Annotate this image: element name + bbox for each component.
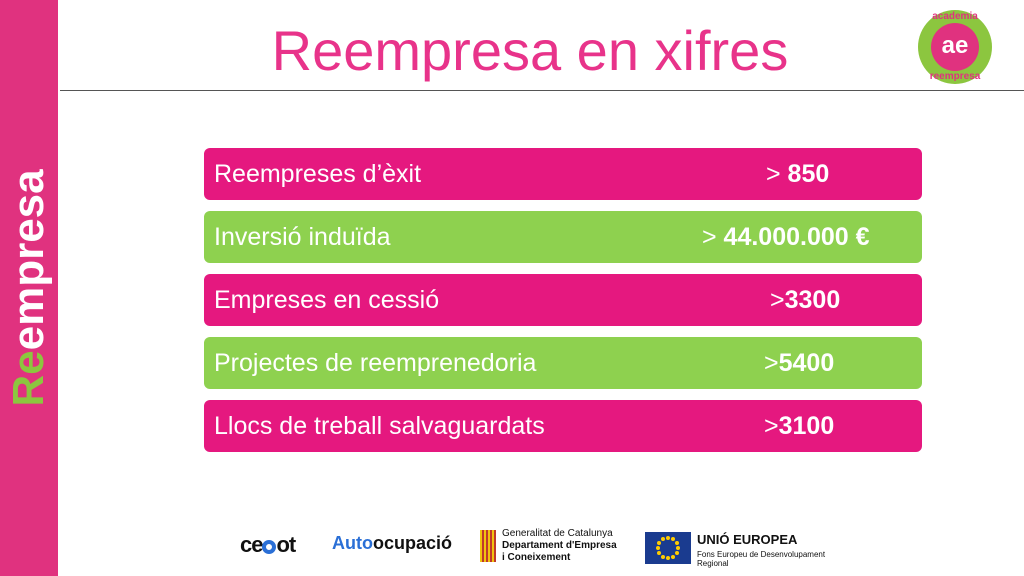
logo-top-text: academia [932,11,978,22]
generalitat-line2: Departament d'Empresa [502,540,617,551]
logo-center-text: ae [931,23,979,71]
eu-star-icon [657,551,662,555]
eu-star-icon [671,554,675,559]
eu-flag-icon [645,532,691,564]
eu-star-icon [661,537,665,542]
figure-prefix: > [770,286,785,314]
figure-label: Llocs de treball salvaguardats [214,412,545,440]
page-title: Reempresa en xifres [271,19,789,82]
figure-value: > 44.000.000 € [702,223,870,252]
generalitat-text: Generalitat de Catalunya Departament d'E… [502,528,617,564]
figure-number: 44.000.000 € [723,223,870,251]
senyera-icon [480,530,496,562]
eu-star-icon [674,551,679,555]
generalitat-line1: Generalitat de Catalunya [502,528,613,539]
sidebar-word-first: Re [4,350,53,407]
figure-value: >3300 [770,286,840,315]
figure-value: >5400 [764,349,834,378]
cecot-logo: ce ot [240,532,296,558]
eu-star-icon [661,554,665,559]
figure-label: Empreses en cessió [214,286,440,314]
eu-star-icon [671,537,675,542]
sidebar-brand-strip: Reempresa [0,0,58,576]
figure-prefix: > [766,160,788,188]
generalitat-logo: Generalitat de Catalunya Departament d'E… [480,528,630,568]
figure-label: Inversió induïda [214,223,391,251]
figure-row-reempreses: Reempreses d’èxit > 850 [204,148,922,200]
eu-star-icon [656,546,660,550]
figure-value: >3100 [764,412,834,441]
sponsor-logos: ce ot Autoocupació Generalitat de Catalun… [0,526,1024,570]
eu-star-icon [674,541,679,545]
eu-logo: UNIÓ EUROPEA Fons Europeu de Desenvolupa… [645,530,835,568]
figure-prefix: > [764,412,779,440]
figure-row-projectes: Projectes de reemprenedoria >5400 [204,337,922,389]
eu-title: UNIÓ EUROPEA [697,532,798,547]
cecot-text-b: ot [276,532,296,557]
cecot-ring-icon [262,540,277,554]
eu-star-icon [657,541,662,545]
eu-star-icon [666,536,670,540]
generalitat-line3: i Coneixement [502,552,571,563]
figure-label: Projectes de reemprenedoria [214,349,537,377]
figure-prefix: > [702,223,724,251]
logo-bottom-text: reempresa [929,71,981,82]
eu-subtitle: Fons Europeu de Desenvolupament Regional [697,550,826,568]
title-divider [60,90,1024,91]
figure-prefix: > [764,349,779,377]
figure-label: Reempreses d’èxit [214,160,422,188]
figure-number: 850 [787,160,830,188]
cecot-text-a: ce [240,532,264,557]
eu-star-icon [676,546,680,550]
academia-reempresa-logo: academia ae reempresa [918,10,992,84]
auto-text-b: ocupació [372,533,452,553]
figure-number: 5400 [778,349,835,377]
reempresa-vertical-logo: Reempresa [4,169,54,406]
figure-number: 3100 [778,412,835,440]
figure-value: > 850 [766,160,829,189]
figure-row-llocs-treball: Llocs de treball salvaguardats >3100 [204,400,922,452]
figure-number: 3300 [784,286,841,314]
autoocupacio-logo: Autoocupació [332,533,452,554]
auto-text-a: Auto [332,533,373,553]
sidebar-word-rest: empresa [4,169,53,351]
eu-star-icon [666,556,670,560]
figure-row-empreses-cessio: Empreses en cessió >3300 [204,274,922,326]
figure-row-inversio: Inversió induïda > 44.000.000 € [204,211,922,263]
